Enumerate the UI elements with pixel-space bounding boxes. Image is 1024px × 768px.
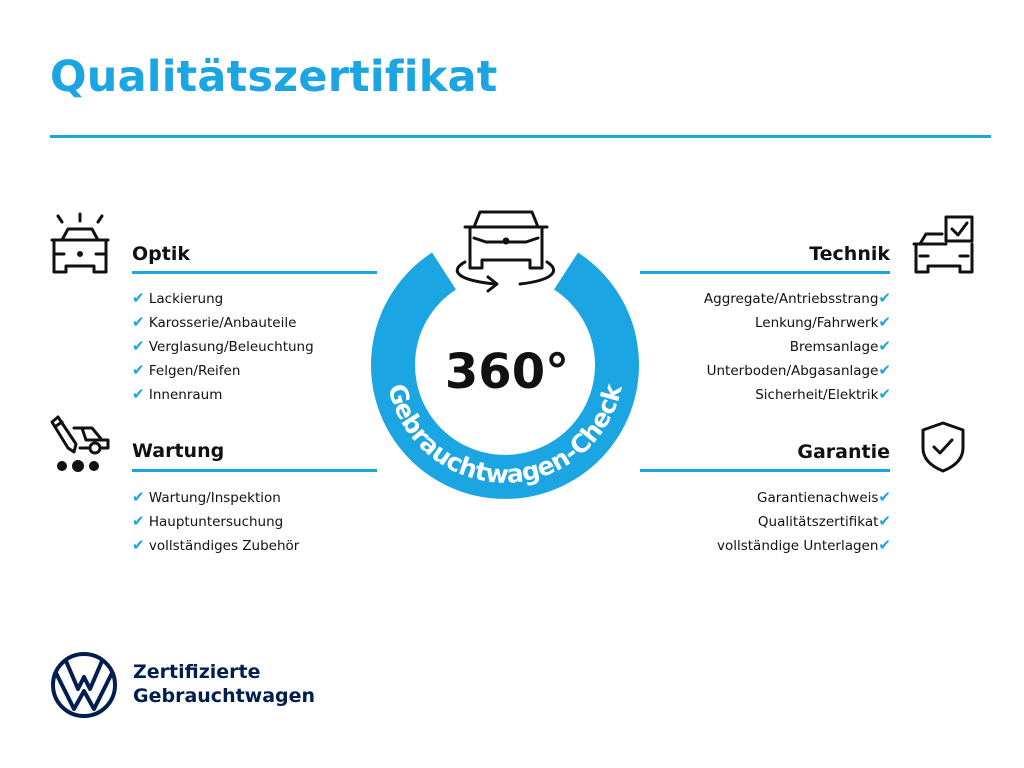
list-item: Qualitätszertifikat✔ <box>717 509 891 533</box>
item-text: Aggregate/Antriebsstrang <box>703 291 879 307</box>
list-item: ✔ Lackierung <box>132 286 314 310</box>
section-title-wartung: Wartung <box>132 440 225 462</box>
list-item: ✔ Felgen/Reifen <box>132 358 314 382</box>
check-icon: ✔ <box>878 289 891 307</box>
list-item: ✔ Wartung/Inspektion <box>132 485 299 509</box>
item-text: Lackierung <box>148 291 224 307</box>
shield-check-icon <box>921 421 965 473</box>
title-divider <box>50 135 991 138</box>
list-item: Aggregate/Antriebsstrang✔ <box>704 286 891 310</box>
section-title-optik: Optik <box>132 243 190 265</box>
item-text: Sicherheit/Elektrik <box>755 387 879 403</box>
check-icon: ✔ <box>878 361 891 379</box>
check-icon: ✔ <box>132 512 145 530</box>
section-title-technik: Technik <box>809 243 890 265</box>
item-text: Qualitätszertifikat <box>757 514 879 530</box>
item-text: Felgen/Reifen <box>148 363 241 379</box>
check-icon: ✔ <box>132 289 145 307</box>
wartung-list: ✔ Wartung/Inspektion ✔ Hauptuntersuchung… <box>132 485 299 557</box>
garantie-divider <box>640 469 890 472</box>
page-title: Qualitätszertifikat <box>50 52 498 102</box>
list-item: Bremsanlage✔ <box>704 334 891 358</box>
check-icon: ✔ <box>878 313 891 331</box>
check-icon: ✔ <box>878 536 891 554</box>
technik-divider <box>640 271 890 274</box>
item-text: Lenkung/Fahrwerk <box>755 315 879 331</box>
car-maintenance-icon <box>50 415 110 472</box>
check-icon: ✔ <box>878 512 891 530</box>
check-icon: ✔ <box>132 536 145 554</box>
list-item: ✔ Karosserie/Anbauteile <box>132 310 314 334</box>
check-icon: ✔ <box>132 361 145 379</box>
list-item: ✔ Verglasung/Beleuchtung <box>132 334 314 358</box>
check-icon: ✔ <box>878 385 891 403</box>
car-rotate-icon <box>455 210 555 293</box>
list-item: ✔ Innenraum <box>132 382 314 406</box>
technik-list: Aggregate/Antriebsstrang✔ Lenkung/Fahrwe… <box>704 286 891 406</box>
garantie-list: Garantienachweis✔ Qualitätszertifikat✔ v… <box>717 485 891 557</box>
list-item: Garantienachweis✔ <box>717 485 891 509</box>
item-text: Wartung/Inspektion <box>148 490 281 506</box>
list-item: vollständige Unterlagen✔ <box>717 533 891 557</box>
item-text: Bremsanlage <box>789 339 879 355</box>
logo-line2: Gebrauchtwagen <box>133 685 316 707</box>
item-text: vollständige Unterlagen <box>716 538 879 554</box>
check-icon: ✔ <box>132 337 145 355</box>
wartung-divider <box>132 469 377 472</box>
list-item: Lenkung/Fahrwerk✔ <box>704 310 891 334</box>
item-text: Karosserie/Anbauteile <box>148 315 297 331</box>
check-icon: ✔ <box>132 313 145 331</box>
list-item: ✔ Hauptuntersuchung <box>132 509 299 533</box>
check-icon: ✔ <box>878 488 891 506</box>
car-checkbox-icon <box>912 215 974 274</box>
item-text: Garantienachweis <box>757 490 879 506</box>
section-title-garantie: Garantie <box>797 441 890 463</box>
360-check-badge: Gebrauchtwagen-Check 360° <box>371 210 639 499</box>
check-icon: ✔ <box>132 488 145 506</box>
car-lights-icon <box>50 212 110 274</box>
item-text: vollständiges Zubehör <box>148 538 300 554</box>
list-item: Unterboden/Abgasanlage✔ <box>704 358 891 382</box>
list-item: ✔ vollständiges Zubehör <box>132 533 299 557</box>
item-text: Innenraum <box>148 387 223 403</box>
optik-divider <box>132 271 377 274</box>
logo-line1: Zertifizierte <box>133 661 261 683</box>
item-text: Unterboden/Abgasanlage <box>706 363 879 379</box>
ring <box>371 252 639 499</box>
item-text: Hauptuntersuchung <box>148 514 284 530</box>
item-text: Verglasung/Beleuchtung <box>148 339 314 355</box>
check-icon: ✔ <box>132 385 145 403</box>
check-icon: ✔ <box>878 337 891 355</box>
vw-logo <box>51 652 117 718</box>
logo-text: Zertifizierte Gebrauchtwagen <box>133 660 315 708</box>
list-item: Sicherheit/Elektrik✔ <box>704 382 891 406</box>
degree-label: 360° <box>445 344 569 400</box>
optik-list: ✔ Lackierung ✔ Karosserie/Anbauteile ✔ V… <box>132 286 314 406</box>
